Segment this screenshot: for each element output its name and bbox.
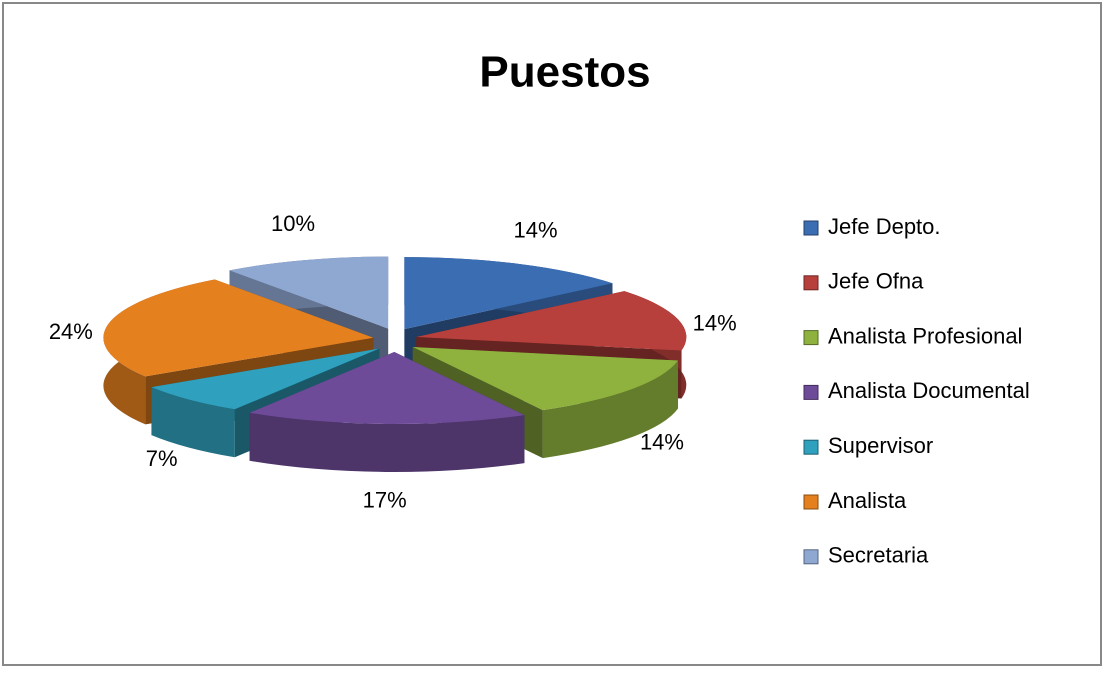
slice-top <box>416 291 687 351</box>
legend-swatch <box>803 439 819 455</box>
legend-label: Analista <box>828 488 907 513</box>
slice-top <box>404 257 613 330</box>
slice-top <box>249 351 525 424</box>
chart-title: Puestos <box>479 48 650 97</box>
data-label: 24% <box>49 319 93 344</box>
data-label: 10% <box>271 211 315 236</box>
legend-label: Analista Profesional <box>828 323 1022 348</box>
slice-top <box>229 256 389 329</box>
legend-swatch <box>803 494 819 510</box>
legend-swatch <box>803 384 819 400</box>
slice-wall <box>151 387 235 458</box>
slice-top <box>151 348 380 410</box>
legend-swatch <box>803 220 819 236</box>
slice-top <box>412 347 679 411</box>
data-label: 7% <box>146 446 178 471</box>
slice-wall <box>542 360 679 459</box>
pie-slice <box>249 351 525 472</box>
legend-label: Secretaria <box>828 543 929 568</box>
legend-swatch <box>803 275 819 291</box>
data-label: 17% <box>363 488 407 513</box>
data-label: 14% <box>513 217 557 242</box>
legend-swatch <box>803 330 819 346</box>
legend-label: Supervisor <box>828 433 933 458</box>
data-label: 14% <box>693 310 737 335</box>
slice-top <box>103 279 374 377</box>
legend-label: Analista Documental <box>828 378 1030 403</box>
legend-label: Jefe Ofna <box>828 269 924 294</box>
legend-swatch <box>803 549 819 565</box>
data-label: 14% <box>640 429 684 454</box>
legend-label: Jefe Depto. <box>828 214 941 239</box>
slice-wall <box>249 412 525 472</box>
